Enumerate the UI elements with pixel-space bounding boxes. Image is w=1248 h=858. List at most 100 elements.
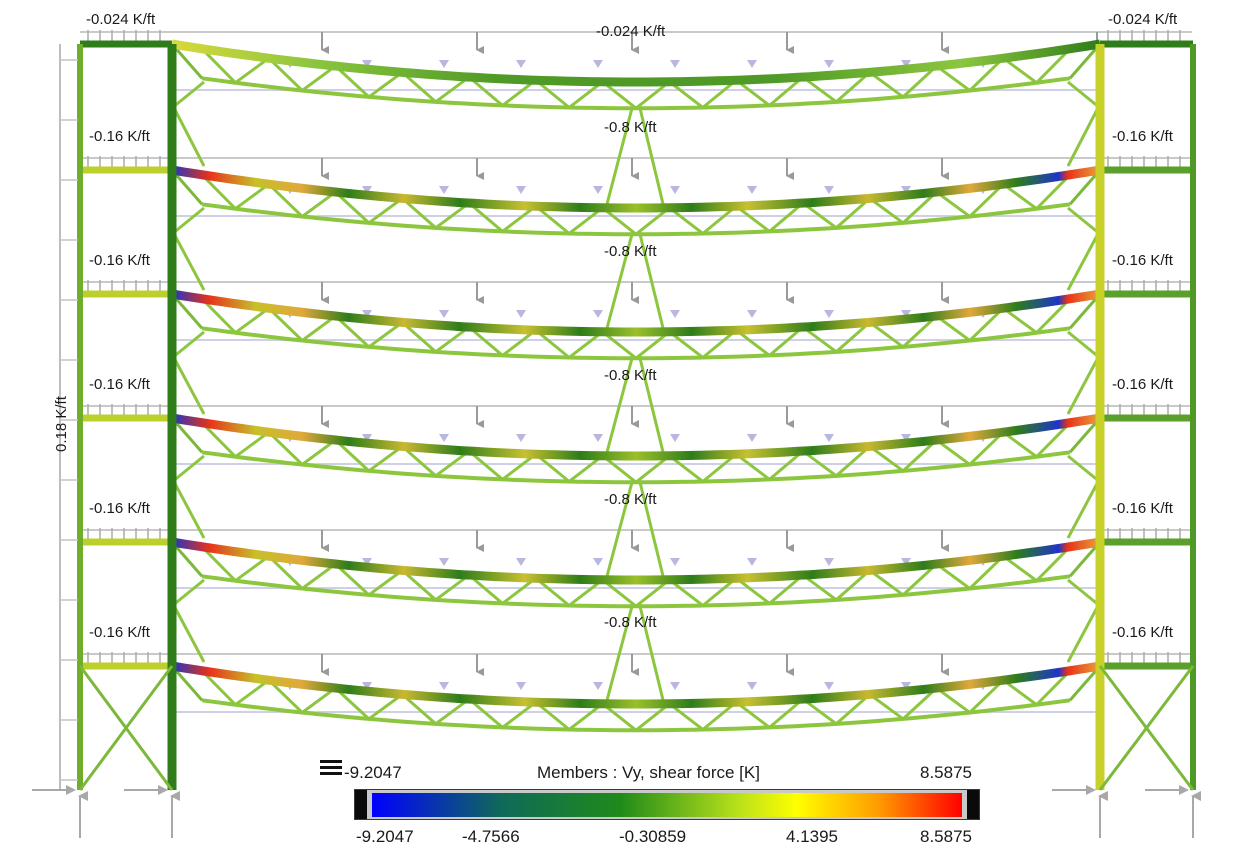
side-brace xyxy=(1067,206,1101,236)
secondary-truss-layer xyxy=(80,31,1192,713)
side-brace xyxy=(1067,80,1101,110)
shear-force-legend: -9.2047 Members : Vy, shear force [K] 8.… xyxy=(320,760,980,846)
load-arrow-light xyxy=(747,60,757,68)
side-brace xyxy=(170,229,206,291)
load-labels: -0.024 K/ft -0.024 K/ft -0.024 K/ft -0.1… xyxy=(53,11,1178,641)
end-diagonal xyxy=(170,293,204,330)
load-arrow-light xyxy=(824,682,834,690)
floor-main-chord xyxy=(171,165,1101,213)
load-label-center-floor-4: -0.8 K/ft xyxy=(604,367,657,384)
truss-members xyxy=(170,43,1102,733)
load-arrow-light xyxy=(593,682,603,690)
load-label-right-floor-4: -0.16 K/ft xyxy=(1112,376,1174,393)
truss-web xyxy=(200,669,1072,733)
load-arrow-light xyxy=(362,434,372,442)
load-label-right-floor-5: -0.16 K/ft xyxy=(1112,252,1174,269)
load-arrow-light xyxy=(824,186,834,194)
legend-min-value: -9.2047 xyxy=(344,763,402,782)
load-label-right-floor-3: -0.16 K/ft xyxy=(1112,500,1174,517)
load-arrow-light xyxy=(439,558,449,566)
load-arrow-light xyxy=(901,434,911,442)
legend-max-handle[interactable] xyxy=(967,790,979,819)
truss-web xyxy=(200,297,1072,361)
center-hanger xyxy=(638,357,666,457)
load-arrow-light xyxy=(670,310,680,318)
legend-tick-2: -4.7566 xyxy=(462,827,520,846)
end-diagonal xyxy=(170,541,204,578)
load-arrow-light xyxy=(439,186,449,194)
load-arrow-light xyxy=(593,558,603,566)
legend-min-handle[interactable] xyxy=(355,790,367,819)
legend-title: Members : Vy, shear force [K] xyxy=(537,763,760,782)
center-hanger xyxy=(604,357,634,457)
load-arrow-light xyxy=(747,310,757,318)
support-symbols xyxy=(32,785,1201,838)
x-brace xyxy=(78,665,174,791)
load-label-center-floor-6: -0.8 K/ft xyxy=(604,119,657,136)
load-label-left-floor-6: -0.16 K/ft xyxy=(89,128,151,145)
load-arrow-light xyxy=(516,682,526,690)
load-arrow-light xyxy=(824,310,834,318)
load-arrow-light xyxy=(824,558,834,566)
side-brace xyxy=(170,353,206,415)
center-hanger xyxy=(604,107,634,209)
load-arrow-light xyxy=(824,434,834,442)
legend-menu-icon[interactable] xyxy=(320,760,342,775)
load-label-left-floor-5: -0.16 K/ft xyxy=(89,252,151,269)
load-arrow-light xyxy=(516,60,526,68)
legend-tick-5: 8.5875 xyxy=(920,827,972,846)
side-brace xyxy=(1066,477,1102,539)
truss-web xyxy=(200,421,1072,485)
side-brace xyxy=(171,206,205,236)
load-arrow-light xyxy=(670,682,680,690)
x-brace xyxy=(1098,665,1195,791)
load-label-top-center: -0.024 K/ft xyxy=(596,23,666,40)
floor-main-chord xyxy=(171,289,1101,337)
end-diagonal xyxy=(170,169,204,206)
load-label-left-floor-3: -0.16 K/ft xyxy=(89,500,151,517)
load-arrow-light xyxy=(362,682,372,690)
end-diagonal xyxy=(1068,541,1102,578)
load-arrow-light xyxy=(747,558,757,566)
load-arrow-light xyxy=(362,558,372,566)
floor-main-chord xyxy=(171,661,1101,709)
side-brace xyxy=(170,601,206,663)
load-label-left-floor-2: -0.16 K/ft xyxy=(89,624,151,641)
load-arrow-light xyxy=(362,60,372,68)
center-hanger xyxy=(604,233,634,333)
end-diagonal xyxy=(170,665,204,702)
center-hanger xyxy=(638,605,666,705)
side-brace xyxy=(171,578,205,608)
legend-tick-3: -0.30859 xyxy=(619,827,686,846)
end-diagonal xyxy=(170,43,204,80)
end-diagonal xyxy=(170,417,204,454)
load-arrow-light xyxy=(439,310,449,318)
load-arrow-light xyxy=(439,60,449,68)
center-hanger xyxy=(638,107,666,209)
load-arrow-light xyxy=(901,558,911,566)
load-arrow-light xyxy=(747,682,757,690)
side-brace xyxy=(1067,330,1101,360)
load-arrow-light xyxy=(901,60,911,68)
load-label-center-floor-3: -0.8 K/ft xyxy=(604,491,657,508)
frame-columns xyxy=(59,44,1196,791)
load-arrow-light xyxy=(362,310,372,318)
side-brace xyxy=(171,80,205,110)
load-arrow-light xyxy=(439,682,449,690)
side-brace xyxy=(1066,601,1102,663)
load-arrow-light xyxy=(901,310,911,318)
center-hanger xyxy=(638,481,666,581)
load-arrow-light xyxy=(593,310,603,318)
load-label-lateral: 0.18 K/ft xyxy=(53,395,70,452)
load-arrow-light xyxy=(670,60,680,68)
floor-main-chord xyxy=(171,413,1101,461)
end-diagonal xyxy=(1068,665,1102,702)
load-arrow-light xyxy=(593,434,603,442)
load-arrow-light xyxy=(901,186,911,194)
legend-color-scale xyxy=(372,793,962,817)
side-brace xyxy=(1066,353,1102,415)
load-arrow-light xyxy=(516,310,526,318)
legend-max-value: 8.5875 xyxy=(920,763,972,782)
truss-web xyxy=(200,173,1072,237)
